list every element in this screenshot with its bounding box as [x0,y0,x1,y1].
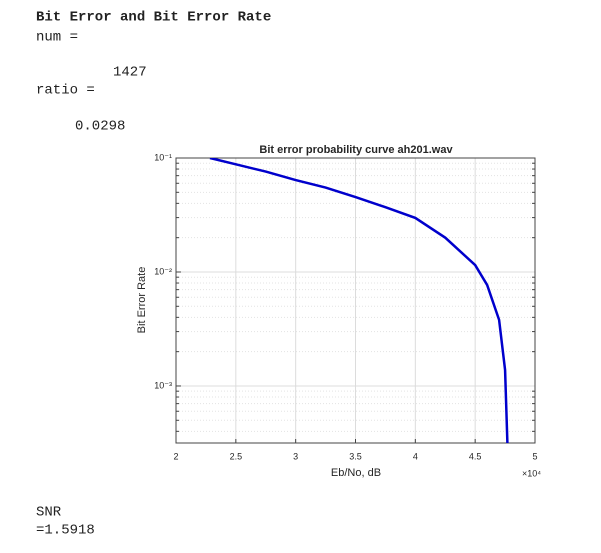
x-tick-label: 5 [532,451,537,461]
x-tick-label: 3.5 [349,451,362,461]
x-axis-label: Eb/No, dB [331,467,381,479]
num-value: 1427 [113,65,147,81]
x-multiplier: ×10⁴ [522,468,541,478]
x-tick-label: 4 [413,451,418,461]
x-tick-label: 3 [293,451,298,461]
data-line [209,158,509,443]
chart-title: Bit error probability curve ah201.wav [259,144,453,156]
num-label: num = [36,30,78,46]
snr-value: =1.5918 [36,523,95,539]
ratio-label: ratio = [36,83,95,99]
ratio-value: 0.0298 [75,119,125,135]
y-tick-label: 10⁻¹ [154,152,172,162]
y-axis-label: Bit Error Rate [136,267,148,334]
y-tick-label: 10⁻³ [154,380,172,390]
x-tick-label: 2.5 [230,451,243,461]
axes-box [175,157,536,444]
page-title: Bit Error and Bit Error Rate [36,10,271,26]
x-tick-label: 4.5 [469,451,482,461]
x-tick-label: 2 [173,451,178,461]
snr-label: SNR [36,505,62,521]
y-tick-label: 10⁻² [154,266,172,276]
